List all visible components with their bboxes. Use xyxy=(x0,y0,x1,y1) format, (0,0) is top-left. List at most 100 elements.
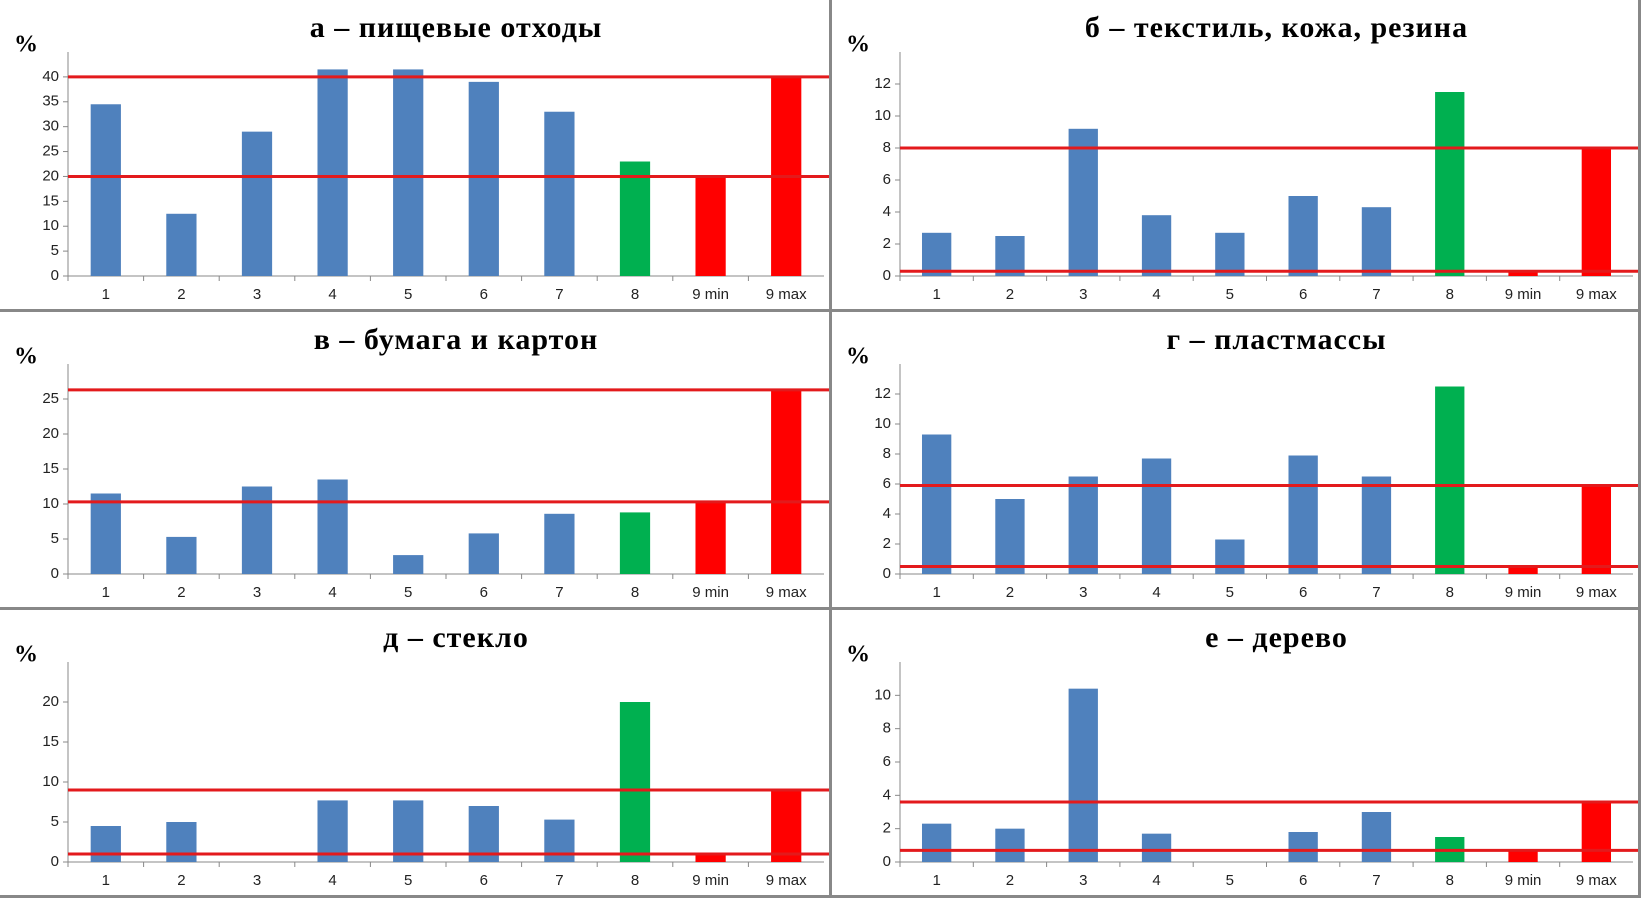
bar xyxy=(995,499,1025,574)
y-axis-label: % xyxy=(14,344,38,370)
x-tick-label: 9 min xyxy=(1505,286,1542,303)
bar xyxy=(1215,232,1245,276)
x-tick-label: 9 max xyxy=(766,872,807,889)
x-tick-label: 9 min xyxy=(692,584,729,601)
x-tick-label: 7 xyxy=(555,584,563,601)
bar xyxy=(1581,485,1612,574)
y-tick-label: 0 xyxy=(51,853,59,870)
x-tick-label: 8 xyxy=(631,872,639,889)
x-tick-label: 6 xyxy=(1299,286,1307,303)
y-tick-label: 0 xyxy=(51,267,59,284)
y-tick-label: 2 xyxy=(883,535,891,552)
bar xyxy=(1068,476,1098,574)
bar xyxy=(468,81,499,276)
bar xyxy=(771,790,802,862)
y-tick-label: 10 xyxy=(42,495,59,512)
x-tick-label: 9 min xyxy=(692,286,729,303)
y-tick-label: 0 xyxy=(51,565,59,582)
y-tick-label: 10 xyxy=(874,415,891,432)
y-axis-label: % xyxy=(846,344,870,370)
y-tick-label: 6 xyxy=(883,171,891,188)
x-tick-label: 9 min xyxy=(692,872,729,889)
y-tick-label: 8 xyxy=(883,139,891,156)
y-tick-label: 2 xyxy=(883,235,891,252)
x-tick-label: 4 xyxy=(1152,286,1160,303)
y-axis-label: % xyxy=(14,642,38,668)
x-tick-label: 2 xyxy=(177,584,185,601)
chart-title: в – бумага и картон xyxy=(314,323,599,356)
bar xyxy=(90,826,121,862)
bar xyxy=(166,213,197,276)
y-tick-label: 4 xyxy=(883,203,891,220)
x-tick-label: 6 xyxy=(480,872,488,889)
y-tick-label: 8 xyxy=(883,720,891,737)
x-tick-label: 3 xyxy=(253,584,261,601)
chart-title: е – дерево xyxy=(1205,621,1348,654)
bar xyxy=(317,800,348,862)
y-tick-label: 15 xyxy=(42,460,59,477)
y-tick-label: 4 xyxy=(883,786,891,803)
x-tick-label: 7 xyxy=(555,872,563,889)
x-tick-label: 7 xyxy=(1372,286,1380,303)
x-tick-label: 6 xyxy=(1299,584,1307,601)
bar xyxy=(695,176,726,276)
bar xyxy=(317,69,348,276)
y-axis-label: % xyxy=(846,32,870,58)
y-tick-label: 6 xyxy=(883,475,891,492)
y-tick-label: 12 xyxy=(874,75,891,92)
bar xyxy=(1361,476,1392,574)
x-tick-label: 1 xyxy=(932,872,940,889)
chart: в – бумага и картон% 0 5 10 15 20 25 1 2 3 4 5 6 7 8 9 … xyxy=(0,312,832,610)
x-tick-label: 5 xyxy=(404,584,412,601)
x-tick-label: 8 xyxy=(631,584,639,601)
x-tick-label: 3 xyxy=(1079,584,1087,601)
bar xyxy=(921,823,952,862)
x-tick-label: 4 xyxy=(328,872,336,889)
x-tick-label: 2 xyxy=(1006,286,1014,303)
x-tick-label: 9 max xyxy=(766,584,807,601)
x-tick-label: 3 xyxy=(253,286,261,303)
bar xyxy=(695,854,726,862)
x-tick-label: 5 xyxy=(1226,286,1234,303)
y-tick-label: 4 xyxy=(883,505,891,522)
y-tick-label: 25 xyxy=(42,390,59,407)
bar xyxy=(921,434,952,574)
chart-title: б – текстиль, кожа, резина xyxy=(1085,11,1468,44)
x-tick-label: 2 xyxy=(177,286,185,303)
y-tick-label: 30 xyxy=(42,118,59,135)
bar xyxy=(619,702,651,862)
y-tick-label: 0 xyxy=(883,853,891,870)
y-tick-label: 25 xyxy=(42,143,59,160)
x-tick-label: 3 xyxy=(253,872,261,889)
chart: а – пищевые отходы% 0 5 10 15 20 25 30 35 40 1 2 3 4 5… xyxy=(0,0,832,312)
x-tick-label: 4 xyxy=(1152,584,1160,601)
x-tick-label: 9 max xyxy=(766,286,807,303)
x-tick-label: 4 xyxy=(1152,872,1160,889)
y-tick-label: 20 xyxy=(42,693,59,710)
x-tick-label: 4 xyxy=(328,584,336,601)
bar xyxy=(1435,386,1465,574)
chart-title: г – пластмассы xyxy=(1166,323,1386,356)
chart-title: д – стекло xyxy=(383,621,529,654)
bar xyxy=(90,104,121,277)
x-tick-label: 9 max xyxy=(1576,584,1617,601)
x-tick-label: 6 xyxy=(1299,872,1307,889)
bar xyxy=(1215,539,1245,574)
x-tick-label: 9 max xyxy=(1576,286,1617,303)
y-axis-label: % xyxy=(846,642,870,668)
x-tick-label: 7 xyxy=(555,286,563,303)
x-tick-label: 1 xyxy=(102,872,110,889)
bar xyxy=(1508,850,1538,862)
bar xyxy=(1288,832,1318,862)
y-tick-label: 10 xyxy=(42,217,59,234)
bar xyxy=(544,819,575,862)
bar xyxy=(1435,92,1465,276)
bar xyxy=(1581,148,1612,276)
bar xyxy=(1141,215,1172,276)
bar xyxy=(544,111,575,276)
bar xyxy=(90,493,121,574)
y-tick-label: 15 xyxy=(42,192,59,209)
y-tick-label: 5 xyxy=(51,813,59,830)
